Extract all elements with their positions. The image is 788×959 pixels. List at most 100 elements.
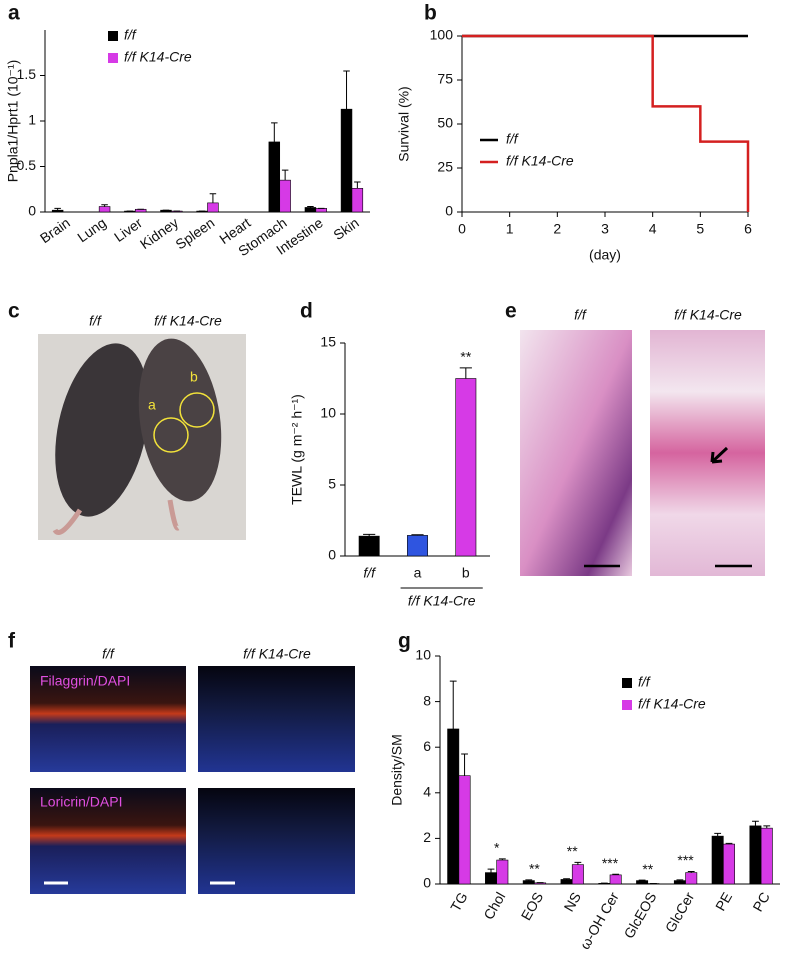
stain-label: Filaggrin/DAPI [40, 673, 130, 689]
x-tick-label: PC [749, 889, 773, 914]
error-bar [498, 858, 506, 861]
bar [98, 206, 111, 213]
bar [711, 835, 724, 885]
error-bar [354, 181, 361, 189]
bar [268, 141, 281, 213]
error-bar [563, 878, 570, 880]
y-tick-label: 4 [423, 784, 431, 800]
y-axis-label: TEWL (g m⁻² h⁻¹) [289, 394, 305, 505]
bar [571, 864, 584, 885]
x-tick-label: a [414, 565, 422, 581]
y-tick-label: 25 [437, 159, 453, 175]
y-tick-label: 6 [423, 738, 431, 754]
legend-label: f/f K14-Cre [638, 696, 706, 712]
error-bar [101, 204, 108, 207]
bar [51, 209, 64, 213]
x-tick-label: Spleen [172, 214, 217, 252]
bar [673, 880, 686, 885]
y-tick-label: 8 [423, 692, 431, 708]
bar [749, 825, 762, 885]
error-bar [54, 207, 61, 211]
y-tick-label: 0 [423, 875, 431, 891]
panel-letter: d [300, 300, 313, 323]
bar [458, 775, 471, 885]
y-tick-label: 2 [423, 829, 431, 845]
bar [636, 880, 649, 885]
x-tick-label: PE [712, 889, 735, 913]
significance-label: ** [460, 349, 471, 365]
group-label: f/f K14-Cre [408, 593, 476, 609]
y-axis-label: Density/SM [389, 734, 405, 806]
x-tick-label: Chol [480, 889, 508, 922]
image-label: f/f [102, 646, 116, 662]
x-tick-label: EOS [518, 889, 547, 923]
image-label: f/f K14-Cre [243, 646, 311, 662]
panel-letter: a [8, 2, 20, 25]
error-bar [714, 832, 722, 837]
significance-label: * [494, 840, 500, 856]
error-bar [574, 861, 582, 865]
error-bar [343, 70, 350, 110]
y-axis-label: Pnpla1/Hprt1 (10⁻¹) [5, 60, 21, 183]
y-tick-label: 0 [445, 203, 453, 219]
significance-label: *** [677, 852, 694, 868]
bar [560, 879, 573, 885]
image-label: f/f K14-Cre [674, 307, 742, 323]
legend-label: f/f [638, 674, 652, 690]
x-tick-label: 1 [506, 221, 514, 237]
error-bar [209, 193, 217, 203]
legend-marker [108, 31, 118, 41]
bar [522, 880, 535, 885]
error-bar [307, 206, 314, 208]
x-tick-label: Brain [37, 214, 73, 246]
x-tick-label: Lung [74, 214, 109, 245]
y-tick-label: 10 [415, 647, 431, 663]
bar [279, 179, 291, 213]
error-bar [281, 169, 289, 181]
y-tick-label: 100 [430, 27, 454, 43]
panel-letter: f [8, 630, 16, 653]
x-tick-label: GlcEOS [620, 889, 659, 941]
y-tick-label: 50 [437, 115, 453, 131]
error-bar [525, 879, 533, 881]
panel-letter: c [8, 300, 20, 323]
error-bar [725, 842, 733, 845]
legend-label: f/f K14-Cre [124, 49, 192, 65]
bar [723, 843, 735, 885]
bar [340, 108, 353, 213]
image-label: f/f [89, 313, 103, 329]
x-tick-label: b [462, 565, 470, 581]
panel-letter: g [398, 630, 411, 653]
x-tick-label: f/f [363, 565, 377, 581]
error-bar [459, 367, 472, 379]
legend-label: f/f K14-Cre [506, 153, 574, 169]
error-bar [271, 122, 278, 142]
error-bar [411, 534, 424, 536]
fluorescence-image [30, 666, 186, 772]
x-tick-label: TG [447, 889, 471, 914]
bar [315, 208, 327, 213]
significance-label: *** [602, 855, 619, 871]
fluorescence-image [198, 788, 355, 894]
image-label: f/f [574, 307, 588, 323]
stain-label: Loricrin/DAPI [40, 794, 122, 810]
bar [685, 872, 698, 885]
bar [207, 202, 219, 213]
x-tick-label: 5 [696, 221, 704, 237]
region-marker: b [190, 369, 198, 385]
bar [455, 378, 477, 557]
mouse-photo [38, 334, 246, 540]
arrow [710, 446, 729, 464]
legend-marker [622, 700, 632, 710]
histology-image [520, 330, 632, 576]
x-tick-label: 0 [458, 221, 466, 237]
panel-letter: e [505, 300, 517, 323]
y-tick-label: 0 [28, 203, 36, 219]
y-tick-label: 0.5 [17, 157, 37, 173]
histology-image [650, 330, 765, 576]
fluorescence-image [30, 788, 186, 894]
x-tick-label: 2 [553, 221, 561, 237]
error-bar [449, 680, 457, 729]
panel-letter: b [424, 2, 437, 25]
